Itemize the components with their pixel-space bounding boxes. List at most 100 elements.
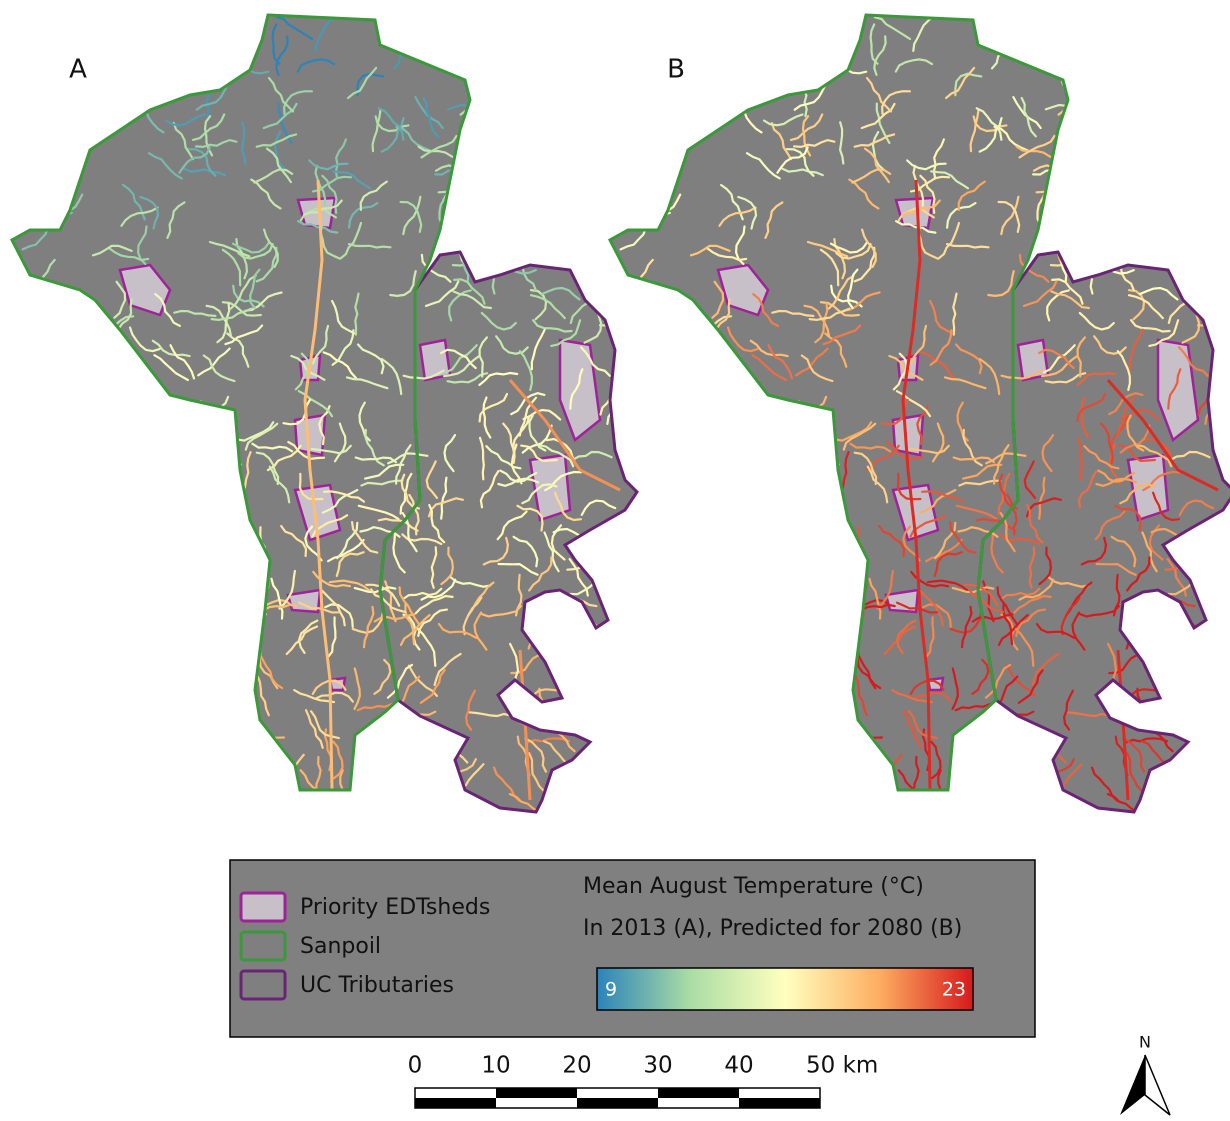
stream [79, 667, 86, 708]
stream [789, 457, 819, 485]
stream [1182, 625, 1202, 660]
stream [834, 727, 861, 757]
stream [201, 453, 241, 464]
stream [576, 214, 600, 246]
stream [1133, 133, 1144, 172]
stream [2, 747, 11, 787]
stream [602, 57, 633, 77]
stream [832, 633, 854, 668]
stream [0, 32, 27, 59]
stream [1161, 141, 1187, 170]
stream [148, 756, 168, 792]
scale-segment [496, 1098, 577, 1108]
stream [1041, 0, 1071, 13]
colorbar-subtitle: In 2013 (A), Predicted for 2080 (B) [583, 916, 962, 941]
stream [681, 350, 700, 379]
stream [227, 534, 240, 571]
scale-segment [415, 1098, 496, 1108]
stream [177, 551, 194, 583]
stream [615, 555, 650, 571]
stream [183, 48, 193, 88]
stream [679, 109, 709, 136]
scale-segment [658, 1098, 739, 1108]
stream [173, 480, 209, 491]
stream [539, 117, 553, 156]
stream [672, 318, 701, 346]
stream [31, 112, 50, 148]
stream [417, 21, 458, 26]
stream [24, 327, 35, 366]
stream [95, 798, 110, 836]
stream [421, 733, 447, 760]
stream [0, 15, 13, 40]
stream [119, 366, 132, 405]
stream [764, 558, 787, 592]
stream [219, 583, 227, 623]
stream [582, 181, 621, 191]
stream [776, 670, 781, 711]
stream [517, 88, 554, 99]
stream [490, 197, 509, 230]
stream [236, 727, 263, 757]
stream [781, 48, 791, 88]
stream [775, 551, 792, 583]
stream [742, 413, 783, 416]
stream [596, 657, 627, 681]
stream [817, 20, 853, 39]
stream [640, 170, 670, 198]
stream [678, 104, 694, 141]
stream [2, 749, 20, 783]
stream [92, 547, 121, 561]
stream [711, 451, 720, 490]
stream [1167, 17, 1194, 47]
stream [1174, 214, 1198, 246]
stream [230, 605, 266, 614]
stream [526, 104, 563, 123]
stream [1015, 21, 1056, 26]
stream [754, 781, 788, 804]
stream [1132, 637, 1172, 643]
stream [130, 461, 171, 466]
stream [662, 329, 694, 348]
stream [603, 669, 615, 706]
stream [0, 424, 22, 457]
stream [702, 521, 734, 545]
stream [690, 547, 719, 561]
stream [574, 150, 587, 188]
stream [443, 0, 473, 13]
colorbar-max: 23 [942, 979, 966, 1001]
stream [177, 810, 211, 833]
stream [1177, 535, 1214, 552]
stream [678, 594, 707, 621]
stream [0, 657, 29, 681]
stream [1219, 82, 1230, 91]
stream [189, 478, 218, 506]
stream [775, 810, 809, 833]
stream [744, 476, 775, 501]
stream [1135, 171, 1164, 196]
stream [800, 672, 821, 701]
colorbar-title: Mean August Temperature (°C) [583, 874, 924, 899]
stream [119, 693, 155, 714]
stream [1180, 656, 1193, 694]
stream [778, 15, 804, 44]
scale-segment [739, 1098, 820, 1108]
stream [368, 771, 378, 810]
stream [697, 73, 715, 110]
stream [653, 432, 693, 443]
stream [223, 518, 230, 557]
stream [621, 82, 662, 91]
stream [1124, 101, 1154, 125]
stream [42, 170, 72, 198]
stream [16, 444, 34, 476]
stream [753, 49, 775, 80]
stream [146, 476, 177, 501]
stream [617, 642, 652, 652]
stream [222, 10, 250, 33]
stream [46, 349, 72, 381]
stream [80, 594, 109, 621]
stream [820, 10, 848, 33]
stream [117, 550, 138, 584]
stream [562, 88, 582, 125]
stream [591, 0, 617, 31]
